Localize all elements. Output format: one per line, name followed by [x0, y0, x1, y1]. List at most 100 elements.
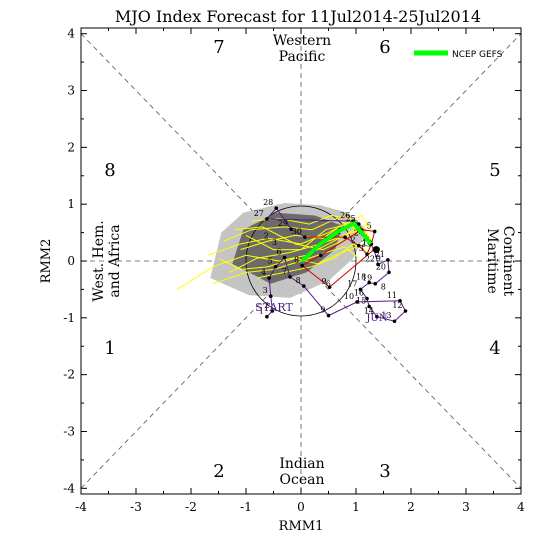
region-right-line1: Maritime: [484, 228, 500, 294]
ensemble-member-trace: [223, 217, 357, 242]
observed-day-label: 7: [282, 267, 287, 276]
legend-label: NCEP GEFS: [452, 50, 503, 60]
observed-day-point: [365, 252, 369, 256]
region-bottom-line2: Ocean: [280, 472, 325, 488]
phase-3-label: 3: [379, 461, 390, 482]
observed-day-label: 13: [381, 311, 391, 320]
observed-day-label: 21: [375, 250, 385, 259]
observed-day-label: 5: [268, 257, 273, 266]
chart-title: MJO Index Forecast for 11Jul2014-25Jul20…: [115, 7, 481, 26]
y-tick-label: 1: [67, 197, 75, 211]
observed-day-label: 20: [376, 262, 386, 271]
phase-6-label: 6: [379, 37, 390, 58]
observed-day-label: 1: [259, 307, 264, 316]
y-tick-label: -1: [63, 311, 75, 325]
x-tick-label: 1: [352, 500, 360, 514]
observed-day-label: 10: [344, 292, 354, 301]
phase-4-label: 4: [489, 338, 500, 359]
start-label: START: [255, 301, 293, 314]
y-tick-label: 3: [67, 84, 75, 98]
amplitude-circle: [245, 205, 357, 317]
observed-day-label: 2: [351, 236, 356, 245]
observed-day-point: [367, 280, 372, 285]
observed-day-point: [274, 206, 279, 210]
observed-day-point: [372, 229, 377, 234]
y-tick-label: 4: [67, 27, 75, 41]
observed-day-point: [300, 263, 304, 268]
recent-day-label: 9: [376, 254, 381, 263]
observed-day-label: 23: [361, 240, 371, 249]
observed-day-point: [303, 235, 307, 239]
legend: NCEP GEFS: [414, 50, 503, 60]
observed-day-label: 5: [367, 221, 372, 230]
observed-day-point: [289, 227, 293, 231]
observed-day-label: 22: [365, 254, 375, 263]
observed-day-point: [403, 309, 408, 313]
observed-day-label: 18: [356, 273, 366, 282]
observed-day-point: [387, 270, 391, 275]
observed-day-point: [301, 284, 306, 288]
observed-day-point: [326, 313, 331, 318]
region-left-line2: and Africa: [107, 224, 123, 297]
observed-day-label: 9: [322, 277, 327, 286]
observed-day-point: [327, 285, 332, 289]
observed-day-point: [267, 276, 271, 280]
observed-day-point: [398, 298, 402, 303]
forecast-start-point: [372, 246, 380, 254]
recent-day-label: 2: [264, 231, 269, 240]
observed-day-point: [367, 304, 372, 309]
observed-day-label: 2: [264, 301, 269, 310]
ensemble-member-trace: [256, 243, 371, 279]
observed-day-point: [373, 281, 378, 286]
observed-day-point: [268, 294, 273, 299]
observed-day-point: [376, 262, 380, 267]
x-tick-label: 3: [462, 500, 470, 514]
observed-day-label: 8: [294, 256, 299, 265]
recent-day-label: 3: [272, 238, 277, 247]
recent-day-label: 6: [326, 280, 331, 289]
phase-5-label: 5: [489, 160, 500, 181]
x-tick-label: 2: [407, 500, 415, 514]
x-tick-label: -1: [240, 500, 252, 514]
y-tick-label: -2: [63, 368, 75, 382]
observed-day-label: 14: [364, 307, 374, 316]
x-tick-label: -4: [75, 500, 87, 514]
region-top-line2: Pacific: [279, 49, 326, 65]
phase-1-label: 1: [104, 338, 115, 359]
observed-day-point: [356, 243, 361, 248]
x-axis-title: RMM1: [279, 519, 324, 534]
observed-day-point: [265, 217, 269, 221]
phase-7-label: 7: [213, 37, 224, 58]
y-axis-title: RMM2: [39, 239, 54, 284]
observed-day-label: 30: [292, 227, 302, 236]
x-tick-label: 0: [297, 500, 305, 514]
observed-day-point: [288, 275, 292, 279]
recent-day-label: 8: [381, 282, 386, 291]
ensemble-member-trace: [212, 246, 360, 285]
observed-day-label: 8: [296, 276, 301, 285]
observed-day-label: 3: [359, 244, 364, 253]
observed-day-label: 17: [347, 279, 357, 288]
observed-day-label: 3: [263, 286, 268, 295]
observed-day-label: 10: [362, 238, 372, 247]
x-tick-label: -2: [185, 500, 197, 514]
observed-day-point: [386, 258, 390, 262]
observed-day-label: 9: [320, 306, 325, 315]
observed-day-label: 28: [263, 198, 273, 207]
phase-2-label: 2: [213, 461, 224, 482]
observed-day-label: 25: [346, 214, 356, 223]
x-tick-label: 4: [517, 500, 525, 514]
observed-day-point: [358, 287, 363, 292]
phase-8-label: 8: [104, 160, 115, 181]
observed-day-point: [282, 255, 287, 260]
observed-day-label: 4: [261, 268, 266, 277]
observed-day-point: [343, 235, 347, 239]
region-right-line2: Continent: [500, 226, 516, 297]
observed-day-label: 19: [362, 274, 372, 283]
observed-day-point: [392, 319, 397, 324]
region-top-line1: Western: [273, 33, 331, 49]
y-tick-label: 0: [67, 254, 75, 268]
